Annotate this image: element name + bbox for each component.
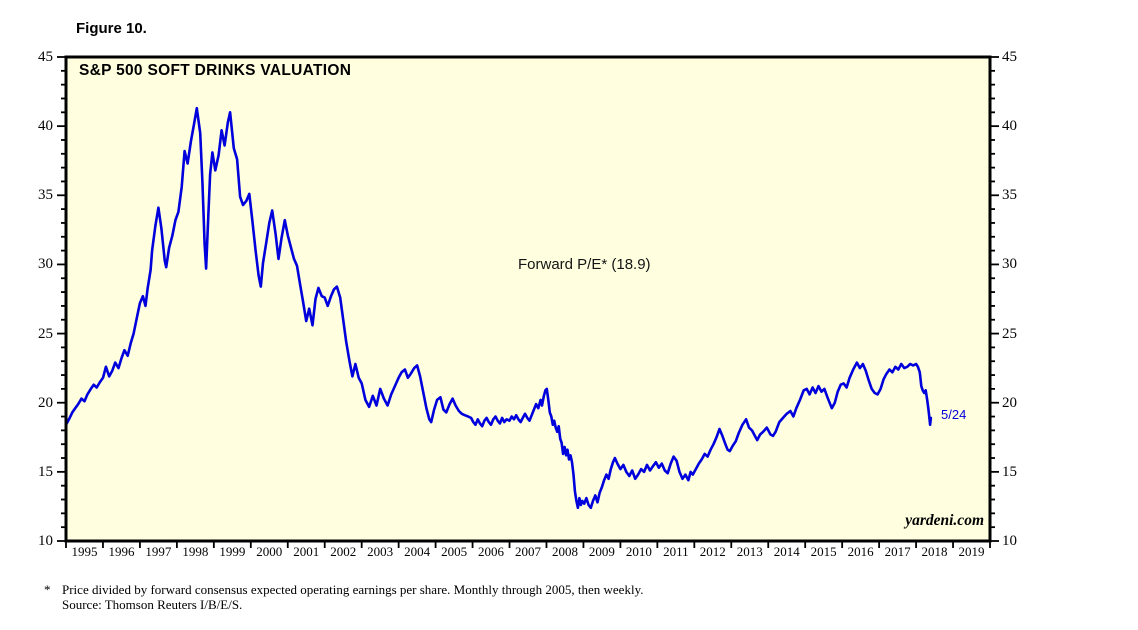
x-axis-label: 2017 bbox=[884, 544, 911, 559]
x-axis-label: 1998 bbox=[182, 544, 209, 559]
y-axis-label-right: 25 bbox=[1002, 325, 1017, 342]
y-axis-label-right: 20 bbox=[1002, 394, 1017, 411]
x-axis-label: 1996 bbox=[108, 544, 135, 559]
x-axis-label: 2019 bbox=[958, 544, 985, 559]
y-axis-label-right: 30 bbox=[1002, 256, 1017, 273]
figure-label: Figure 10. bbox=[76, 20, 147, 37]
x-axis-label: 2002 bbox=[330, 544, 357, 559]
x-axis-label: 2006 bbox=[478, 544, 505, 559]
x-axis-label: 2005 bbox=[441, 544, 468, 559]
y-axis-label-right: 35 bbox=[1002, 187, 1017, 204]
x-axis-label: 2007 bbox=[515, 544, 541, 559]
x-axis-label: 2013 bbox=[736, 544, 763, 559]
footnote-source: Source: Thomson Reuters I/B/E/S. bbox=[62, 597, 243, 612]
y-axis-label-left: 25 bbox=[38, 325, 53, 342]
x-axis-label: 1999 bbox=[219, 544, 246, 559]
x-axis-label: 1997 bbox=[145, 544, 172, 559]
plot-background bbox=[66, 57, 990, 541]
x-axis-label: 2009 bbox=[588, 544, 615, 559]
y-axis-label-left: 40 bbox=[38, 118, 53, 135]
y-axis-label-right: 40 bbox=[1002, 118, 1017, 135]
y-axis-label-right: 15 bbox=[1002, 463, 1017, 480]
y-axis-label-left: 30 bbox=[38, 256, 53, 273]
x-axis-label: 1995 bbox=[71, 544, 98, 559]
footnote-text: Price divided by forward consensus expec… bbox=[62, 582, 644, 597]
x-axis-label: 2010 bbox=[625, 544, 652, 559]
x-axis-label: 2012 bbox=[699, 544, 726, 559]
y-axis-label-left: 20 bbox=[38, 394, 53, 411]
x-axis-label: 2001 bbox=[293, 544, 320, 559]
y-axis-label-left: 10 bbox=[38, 533, 53, 549]
x-axis-label: 2018 bbox=[921, 544, 948, 559]
x-axis-label: 2008 bbox=[551, 544, 578, 559]
x-axis-label: 2015 bbox=[810, 544, 837, 559]
y-axis-label-right: 45 bbox=[1002, 49, 1017, 65]
series-annotation: Forward P/E* (18.9) bbox=[518, 256, 651, 273]
plot-border bbox=[64, 55, 992, 543]
footnote-marker: * bbox=[44, 582, 51, 597]
x-axis-label: 2014 bbox=[773, 544, 800, 559]
y-axis-label-left: 15 bbox=[38, 463, 53, 480]
y-axis-label-left: 45 bbox=[38, 49, 53, 65]
forward-pe-line bbox=[64, 106, 933, 510]
latest-date-label: 5/24 bbox=[941, 407, 967, 422]
x-axis-label: 2000 bbox=[256, 544, 283, 559]
x-axis-label: 2016 bbox=[847, 544, 874, 559]
y-axis-label-right: 10 bbox=[1002, 533, 1017, 549]
watermark: yardeni.com bbox=[905, 512, 984, 529]
x-axis-label: 2004 bbox=[404, 544, 431, 559]
chart-title: S&P 500 SOFT DRINKS VALUATION bbox=[79, 62, 352, 79]
x-axis-label: 2003 bbox=[367, 544, 394, 559]
y-axis-label-left: 35 bbox=[38, 187, 53, 204]
x-axis-label: 2011 bbox=[663, 544, 689, 559]
